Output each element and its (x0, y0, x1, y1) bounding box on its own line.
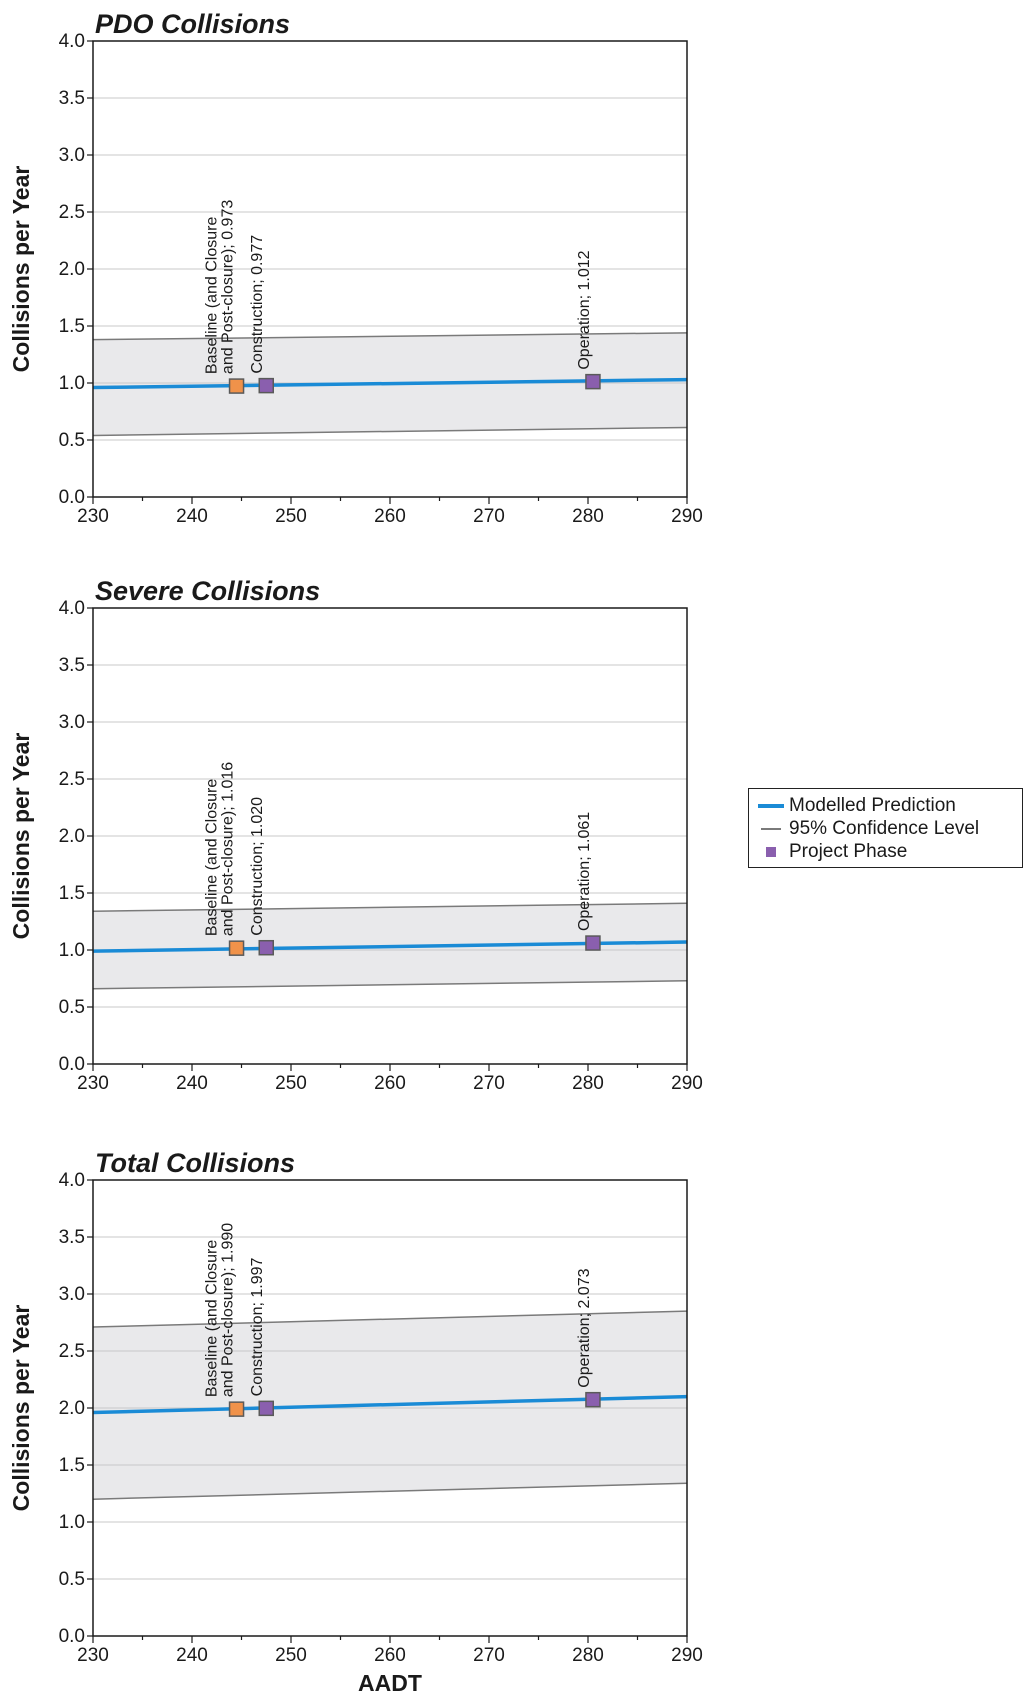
point-label: Operation; 1.061 (576, 812, 593, 931)
y-tick-label: 1.0 (59, 940, 85, 961)
x-axis-label: AADT (358, 1670, 422, 1695)
x-tick-label: 240 (176, 1073, 208, 1094)
legend-item-prediction: Modelled Prediction (757, 795, 956, 817)
x-tick-label: 250 (275, 1073, 307, 1094)
point-label: Construction; 1.020 (249, 797, 266, 936)
x-tick-label: 270 (473, 1073, 505, 1094)
y-tick-label: 4.0 (59, 31, 85, 52)
point-label: Operation; 2.073 (576, 1268, 593, 1387)
y-tick-label: 0.5 (59, 1569, 85, 1590)
y-tick-label: 2.0 (59, 1398, 85, 1419)
y-tick-label: 0.5 (59, 997, 85, 1018)
point-label: and Post-closure); 1.016 (220, 762, 237, 936)
y-tick-label: 2.5 (59, 1341, 85, 1362)
legend-item-phase: Project Phase (757, 841, 907, 863)
point-label: Operation; 1.012 (576, 250, 593, 369)
y-tick-label: 3.5 (59, 88, 85, 109)
prediction-line-icon (757, 795, 785, 817)
chart-panel-3: 0.0 0.5 1.0 1.5 2.0 2.5 3.0 3.5 4.0 230 240 250 260 2… (8, 1148, 703, 1695)
y-tick-label: 0.0 (59, 487, 85, 508)
x-tick-label: 280 (572, 1073, 604, 1094)
point-label: and Post-closure); 0.973 (220, 200, 237, 374)
project-phase-point (585, 935, 601, 951)
x-tick-label: 230 (77, 1645, 109, 1666)
lower-confidence-line (92, 426, 688, 437)
y-tick-label: 0.5 (59, 430, 85, 451)
y-tick-label: 4.0 (59, 1170, 85, 1191)
y-tick-label: 2.0 (59, 259, 85, 280)
y-tick-label: 2.0 (59, 826, 85, 847)
chart-legend: Modelled Prediction 95% Confidence Level… (748, 788, 1023, 868)
project-phase-point (258, 1400, 274, 1417)
y-tick-label: 3.0 (59, 712, 85, 733)
x-tick-label: 290 (671, 506, 703, 527)
x-tick-label: 260 (374, 1073, 406, 1094)
legend-label: Modelled Prediction (789, 795, 956, 816)
x-tick-label: 250 (275, 506, 307, 527)
y-tick-label: 1.5 (59, 1455, 85, 1476)
x-tick-label: 260 (374, 506, 406, 527)
x-tick-label: 290 (671, 1645, 703, 1666)
x-tick-label: 260 (374, 1645, 406, 1666)
baseline-phase-point (228, 1401, 245, 1417)
legend-label: Project Phase (789, 841, 908, 862)
point-label: and Post-closure); 1.990 (220, 1223, 237, 1397)
baseline-phase-point (228, 940, 245, 956)
x-tick-label: 230 (77, 506, 109, 527)
y-tick-label: 3.0 (59, 1284, 85, 1305)
lower-confidence-line (92, 980, 688, 990)
y-tick-label: 2.5 (59, 202, 85, 223)
y-tick-label: 3.5 (59, 1227, 85, 1248)
baseline-phase-point (228, 378, 245, 394)
chart-title: Severe Collisions (95, 576, 320, 606)
y-tick-label: 2.5 (59, 769, 85, 790)
point-label: Baseline (and Closure (204, 779, 221, 937)
y-axis-label: Collisions per Year (8, 1305, 34, 1512)
x-tick-label: 280 (572, 1645, 604, 1666)
upper-confidence-line (92, 902, 688, 912)
upper-confidence-line (92, 332, 688, 341)
y-tick-label: 1.0 (59, 1512, 85, 1533)
upper-confidence-line (92, 1310, 688, 1328)
y-tick-label: 1.0 (59, 373, 85, 394)
chart-panel-1: 0.0 0.5 1.0 1.5 2.0 2.5 3.0 3.5 4.0 230 240 250 260 2… (8, 9, 703, 527)
x-tick-label: 240 (176, 1645, 208, 1666)
y-tick-label: 0.0 (59, 1054, 85, 1075)
y-tick-label: 3.0 (59, 145, 85, 166)
point-label: Construction; 1.997 (249, 1257, 266, 1396)
confidence-line-icon (757, 818, 785, 840)
x-tick-label: 280 (572, 506, 604, 527)
y-tick-label: 1.5 (59, 883, 85, 904)
x-tick-label: 250 (275, 1645, 307, 1666)
chart-title: PDO Collisions (95, 9, 290, 39)
point-label: Baseline (and Closure (204, 1240, 221, 1398)
x-tick-label: 240 (176, 506, 208, 527)
x-tick-label: 270 (473, 506, 505, 527)
point-label: Baseline (and Closure (204, 217, 221, 375)
legend-item-confidence: 95% Confidence Level (757, 818, 979, 840)
legend-label: 95% Confidence Level (789, 818, 980, 839)
y-tick-label: 1.5 (59, 316, 85, 337)
point-label: Construction; 0.977 (249, 235, 266, 374)
y-axis-label: Collisions per Year (8, 733, 34, 940)
phase-square-icon (757, 841, 785, 863)
y-tick-label: 4.0 (59, 598, 85, 619)
x-tick-label: 230 (77, 1073, 109, 1094)
y-axis-label: Collisions per Year (8, 166, 34, 373)
chart-title: Total Collisions (95, 1148, 295, 1178)
project-phase-point (258, 377, 274, 394)
y-tick-label: 3.5 (59, 655, 85, 676)
lower-confidence-line (92, 1482, 688, 1500)
project-phase-point (258, 939, 274, 956)
y-tick-label: 0.0 (59, 1626, 85, 1647)
project-phase-point (585, 1391, 601, 1408)
x-tick-label: 270 (473, 1645, 505, 1666)
project-phase-point (585, 373, 601, 390)
x-tick-label: 290 (671, 1073, 703, 1094)
chart-panel-2: 0.0 0.5 1.0 1.5 2.0 2.5 3.0 3.5 4.0 230 240 250 260 2… (8, 576, 703, 1094)
